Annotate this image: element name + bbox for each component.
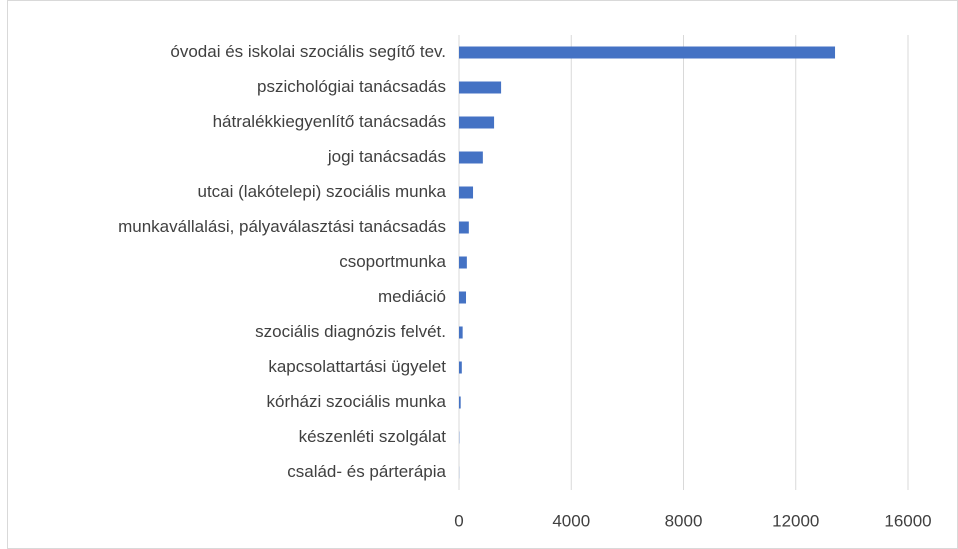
bar <box>459 151 483 164</box>
bar <box>459 81 502 94</box>
x-tick-label: 8000 <box>665 511 703 530</box>
bar <box>459 116 495 129</box>
bar <box>459 186 474 199</box>
y-tick-label: család- és párterápia <box>287 462 446 481</box>
x-tick-label: 12000 <box>772 511 819 530</box>
y-tick-label: csoportmunka <box>339 252 446 271</box>
bar <box>459 291 467 304</box>
y-tick-label: utcai (lakótelepi) szociális munka <box>198 182 447 201</box>
y-tick-label: pszichológiai tanácsadás <box>257 77 446 96</box>
y-tick-label: munkavállalási, pályaválasztási tanácsad… <box>118 217 446 236</box>
y-tick-label: jogi tanácsadás <box>327 147 446 166</box>
y-tick-label: szociális diagnózis felvét. <box>255 322 446 341</box>
bar <box>459 361 462 374</box>
y-tick-label: hátralékkiegyenlítő tanácsadás <box>213 112 446 131</box>
x-tick-label: 16000 <box>884 511 931 530</box>
y-tick-label: óvodai és iskolai szociális segítő tev. <box>170 42 446 61</box>
bar <box>459 221 469 234</box>
y-tick-label: készenléti szolgálat <box>299 427 447 446</box>
bar <box>459 396 461 409</box>
y-tick-label: kórházi szociális munka <box>266 392 446 411</box>
bar <box>459 256 467 269</box>
bar <box>459 326 463 339</box>
x-tick-label: 4000 <box>552 511 590 530</box>
bar <box>459 46 836 59</box>
y-tick-label: kapcsolattartási ügyelet <box>268 357 446 376</box>
x-tick-label: 0 <box>454 511 463 530</box>
y-tick-label: mediáció <box>378 287 446 306</box>
